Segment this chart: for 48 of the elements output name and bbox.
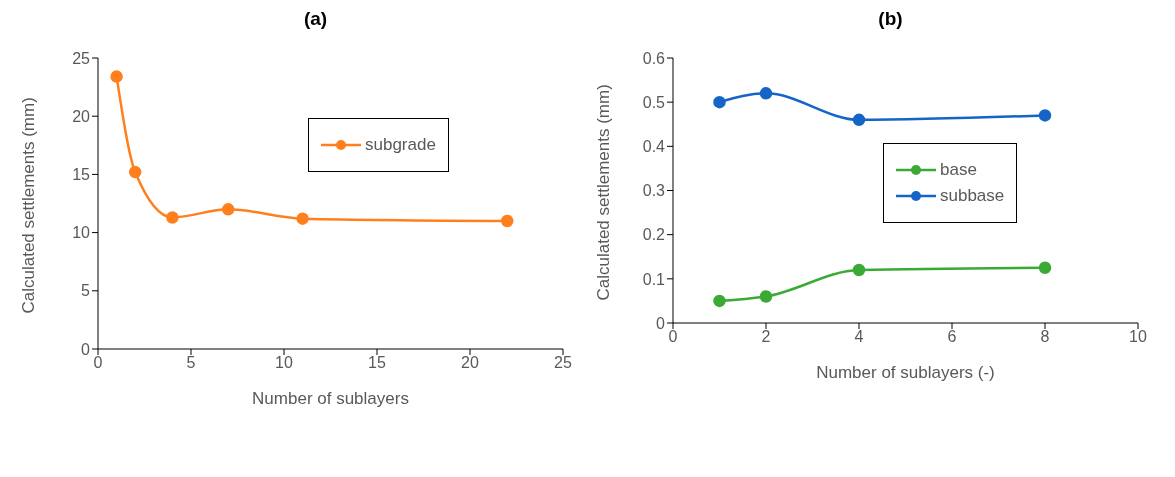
legend-label: subbase [940,186,1005,206]
x-tick-label: 0 [93,354,103,372]
legend-label: subgrade [365,135,436,155]
point [1038,109,1052,122]
y-tick-label: 0.2 [642,226,666,244]
point [221,203,235,216]
y-tick-label: 0.4 [642,138,666,156]
x-tick-label: 6 [947,328,957,346]
point [500,214,514,228]
chart-title: (a) [302,8,329,31]
x-tick-label: 20 [461,354,479,372]
x-axis-title: Number of sublayers [252,389,409,408]
y-tick-label: 10 [72,224,91,242]
point [852,263,866,277]
y-tick-label: 0.3 [642,182,666,200]
x-tick-label: 15 [368,354,386,372]
x-tick-label: 0 [668,328,678,346]
point [110,70,123,83]
x-tick-label: 2 [761,328,771,346]
x-tick-label: 10 [275,354,293,372]
y-tick-label: 5 [81,282,91,300]
point [166,211,179,224]
y-tick-label: 0.6 [642,49,666,67]
point [759,290,773,303]
point [713,95,726,109]
x-axis-title: Number of sublayers (-) [816,363,995,382]
y-tick-label: 0 [656,314,666,332]
point [128,165,142,179]
x-tick-label: 5 [186,354,196,372]
point [759,87,773,100]
y-tick-label: 0 [81,340,91,358]
x-tick-label: 4 [854,328,864,346]
y-tick-label: 0.5 [642,93,666,111]
legend-label: base [940,160,977,180]
x-tick-label: 10 [1129,328,1147,346]
point [852,113,866,127]
x-tick-label: 25 [554,354,572,372]
y-tick-label: 0.1 [642,270,666,288]
point [296,212,309,225]
y-tick-label: 25 [72,49,91,67]
chart-title: (b) [877,8,904,31]
point [713,294,726,308]
point [1038,261,1052,275]
y-tick-label: 20 [72,107,91,125]
x-tick-label: 8 [1040,328,1050,346]
y-tick-label: 15 [72,166,91,184]
y-axis-title: Calculated settlements (mm) [19,97,39,314]
y-axis-title: Calculated settlements (mm) [594,84,614,301]
